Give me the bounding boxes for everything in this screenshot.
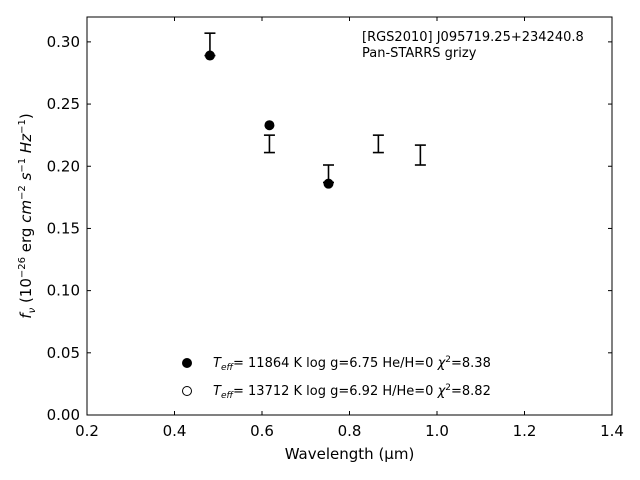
x-tick-label: 1.2: [513, 422, 537, 440]
legend-text-part: χ: [437, 356, 447, 371]
legend-entry-1: Teff= 11864 K log g=6.75 He/H=0 χ2=8.38: [213, 355, 491, 373]
x-tick-label: 0.4: [163, 422, 187, 440]
legend-text-part: eff: [221, 391, 235, 401]
ylabel-part: (10: [17, 278, 35, 308]
ylabel-part: s: [17, 172, 35, 180]
legend-marker-filled: [182, 358, 192, 368]
ylabel-part: f: [17, 311, 35, 319]
x-tick-label: 0.6: [250, 422, 274, 440]
legend-entry-2: Teff= 13712 K log g=6.92 H/He=0 χ2=8.82: [213, 383, 491, 401]
model-point-filled: [204, 50, 215, 61]
model-point-filled: [323, 178, 334, 189]
y-tick-label: 0.10: [47, 282, 80, 300]
model-point-filled: [264, 120, 275, 131]
legend-text-part: =8.82: [451, 384, 491, 399]
x-axis-label: Wavelength (μm): [285, 445, 415, 463]
ylabel-part: erg: [17, 223, 35, 257]
ylabel-part: Hz: [17, 133, 35, 153]
y-tick-label: 0.20: [47, 157, 80, 175]
plot-frame: [86, 16, 613, 416]
x-tick-labels: 0.2 0.4 0.6 0.8 1.0 1.2 1.4: [75, 422, 624, 440]
y-tick-label: 0.15: [47, 219, 80, 237]
y-tick-label: 0.05: [47, 344, 80, 362]
legend-text-part: 2: [445, 355, 451, 365]
legend: Teff= 11864 K log g=6.75 He/H=0 χ2=8.38 …: [182, 355, 491, 401]
ylabel-part: −1: [17, 119, 28, 134]
model-points: [204, 50, 334, 189]
y-tick-label: 0.00: [47, 406, 80, 424]
legend-text-part: 2: [445, 383, 451, 393]
legend-text-part: χ: [437, 384, 447, 399]
y-tick-labels: 0.00 0.05 0.10 0.15 0.20 0.25 0.30: [47, 33, 80, 424]
legend-text-part: = 13712 K log g=6.92 H/He=0: [233, 384, 438, 399]
ylabel-part: −1: [17, 158, 28, 173]
legend-text-part: T: [213, 356, 222, 371]
y-axis-label: fν (10−26 erg cm−2 s−1 Hz−1): [17, 113, 38, 318]
x-tick-label: 0.8: [338, 422, 362, 440]
legend-text-part: = 11864 K log g=6.75 He/H=0: [233, 356, 438, 371]
x-tick-label: 1.4: [600, 422, 624, 440]
ylabel-part: ν: [27, 307, 38, 313]
ylabel-part: ): [17, 113, 35, 119]
x-tick-label: 1.0: [425, 422, 449, 440]
x-tick-label: 0.2: [75, 422, 99, 440]
annotation-object-name: [RGS2010] J095719.25+234240.8: [362, 30, 584, 45]
y-tick-label: 0.25: [47, 95, 80, 113]
legend-text-part: =8.38: [451, 356, 491, 371]
legend-marker-open: [182, 386, 192, 396]
annotation-survey: Pan-STARRS grizy: [362, 46, 477, 61]
ylabel-part: cm: [17, 200, 35, 223]
legend-text-part: eff: [221, 363, 235, 373]
legend-text-part: T: [213, 384, 222, 399]
ylabel-part: −26: [17, 257, 28, 278]
y-tick-label: 0.30: [47, 33, 80, 51]
ylabel-part: −2: [17, 185, 28, 200]
